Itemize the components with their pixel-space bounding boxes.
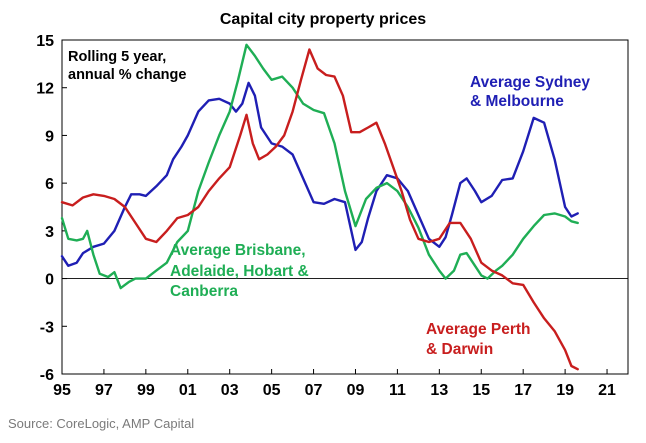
x-tick-label: 15 [472,382,490,399]
label-bahc-line-1: Average Brisbane, [170,242,306,259]
subtitle-line-2: annual % change [68,67,186,83]
label-bahc-line-2: Adelaide, Hobart & [170,263,309,280]
x-tick-label: 11 [389,382,406,399]
label-perth-darwin-line-1: Average Perth [426,321,531,338]
y-tick-label: 12 [36,81,54,98]
x-tick-label: 09 [347,382,365,399]
series-group [60,43,579,371]
y-tick-label: -3 [40,319,54,336]
x-tick-label: 01 [179,382,197,399]
x-tick-label: 99 [137,382,155,399]
y-tick-label: 15 [36,33,54,50]
x-tick-label: 07 [305,382,323,399]
subtitle-line-1: Rolling 5 year, [68,49,166,65]
series-line-sydney-melbourne [60,81,579,267]
y-tick-label: -6 [40,367,54,384]
y-tick-label: 0 [45,272,54,289]
x-tick-label: 97 [95,382,113,399]
x-axis: 95 97 99 01 03 05 07 09 11 13 15 17 19 21 [53,369,616,399]
y-axis: -6 -3 0 3 6 9 12 15 [36,33,67,384]
x-tick-label: 17 [514,382,532,399]
label-bahc-line-3: Canberra [170,283,238,300]
label-sydney-melbourne-line-1: Average Sydney [470,74,590,91]
y-tick-label: 9 [45,128,54,145]
y-tick-label: 6 [45,176,54,193]
label-sydney-melbourne-line-2: & Melbourne [470,93,564,110]
x-tick-label: 03 [221,382,239,399]
subtitle: Rolling 5 year, annual % change [68,49,186,83]
series-line-perth-darwin [60,48,579,371]
label-sydney-melbourne: Average Sydney & Melbourne [470,74,594,110]
label-perth-darwin-line-2: & Darwin [426,341,493,358]
y-tick-label: 3 [45,224,54,241]
label-brisbane-adelaide-hobart-canberra: Average Brisbane, Adelaide, Hobart & Can… [170,242,313,300]
label-perth-darwin: Average Perth & Darwin [426,321,535,358]
x-tick-label: 19 [556,382,574,399]
x-tick-label: 13 [430,382,448,399]
x-tick-label: 05 [263,382,281,399]
x-tick-label: 95 [53,382,71,399]
series-line-brisbane-adelaide-hobart-canberra [60,43,579,290]
chart-title: Capital city property prices [220,11,426,28]
source-note: Source: CoreLogic, AMP Capital [8,416,195,431]
x-tick-label: 21 [598,382,616,399]
